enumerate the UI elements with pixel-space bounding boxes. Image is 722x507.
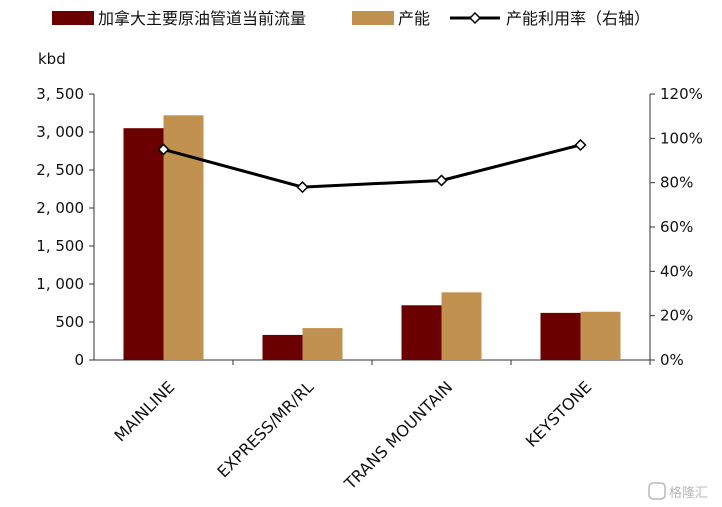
utilization-line [157, 138, 587, 194]
right-tick-label: 120% [660, 85, 703, 103]
category-label: MAINLINE [110, 377, 178, 445]
left-tick-label: 500 [55, 313, 84, 331]
left-tick-label: 1, 000 [36, 275, 84, 293]
utilization-point [157, 143, 170, 156]
bar-current-flow [540, 312, 581, 360]
utilization-polyline [163, 143, 581, 189]
left-axis: 0 500 1, 000 1, 500 2, 000 2, 500 3, 000 3, 500 [36, 85, 95, 369]
category-label: TRANS MOUNTAIN [340, 377, 456, 493]
legend-label-capacity: 产能 [398, 9, 430, 28]
left-tick-label: 3, 000 [36, 123, 84, 141]
left-axis-ticks: 0 500 1, 000 1, 500 2, 000 2, 500 3, 000 3, 500 [36, 85, 94, 369]
left-tick-label: 0 [74, 351, 84, 369]
utilization-point [574, 138, 587, 152]
left-tick-label: 1, 500 [36, 237, 84, 255]
watermark-logo-icon [648, 482, 666, 500]
bars [123, 115, 651, 365]
right-axis: 0% 20% 40% 60% 80% 100% 120% [649, 85, 703, 369]
legend-label-flow: 加拿大主要原油管道当前流量 [98, 9, 306, 28]
legend-marker-utilization [468, 11, 482, 25]
left-tick-label: 3, 500 [36, 85, 84, 103]
utilization-point [435, 174, 448, 187]
legend-label-utilization: 产能利用率（右轴） [506, 9, 650, 28]
left-tick-label: 2, 500 [36, 161, 84, 179]
left-axis-unit: kbd [38, 50, 66, 68]
right-axis-ticks: 0% 20% 40% 60% 80% 100% 120% [650, 85, 703, 369]
category-labels: MAINLINE EXPRESS/MR/RL TRANS MOUNTAIN KEYST… [110, 377, 595, 493]
bar-current-flow [401, 305, 442, 360]
watermark-text: 格隆汇 [669, 485, 708, 501]
right-tick-label: 40% [660, 262, 693, 280]
watermark: 格隆汇 [648, 482, 708, 501]
bar-current-flow [123, 128, 164, 360]
bar-capacity [302, 328, 343, 360]
bar-capacity [580, 311, 621, 360]
bar-capacity [441, 292, 482, 360]
legend-swatch-capacity [352, 11, 394, 25]
category-label: EXPRESS/MR/RL [213, 377, 317, 481]
right-tick-label: 0% [660, 351, 684, 369]
bar-current-flow [262, 334, 303, 360]
category-label: KEYSTONE [522, 377, 596, 451]
legend: 加拿大主要原油管道当前流量 产能 产能利用率（右轴） [52, 9, 650, 28]
left-tick-label: 2, 000 [36, 199, 84, 217]
legend-swatch-flow [52, 11, 94, 25]
right-tick-label: 80% [660, 174, 693, 192]
right-tick-label: 20% [660, 307, 693, 325]
right-tick-label: 60% [660, 218, 693, 236]
utilization-point [296, 181, 309, 194]
right-tick-label: 100% [660, 129, 703, 147]
